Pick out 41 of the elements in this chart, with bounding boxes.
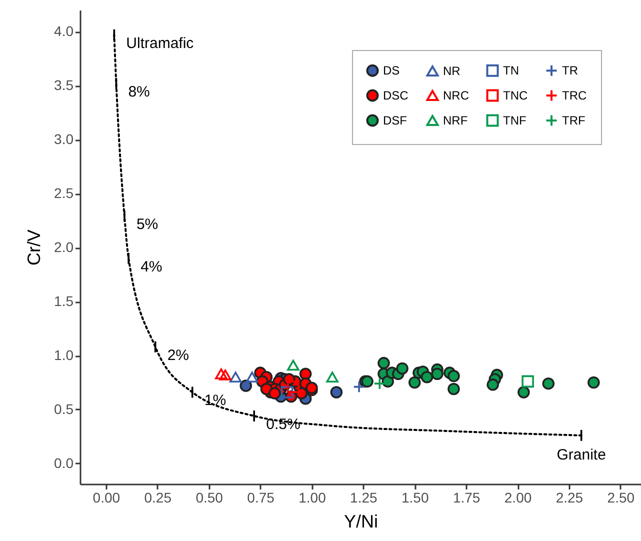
x-tick-label: 2.25 <box>556 490 584 506</box>
x-tick-label: 1.00 <box>298 490 326 506</box>
y-tick-label: 0.5 <box>54 401 74 417</box>
x-axis-title: Y/Ni <box>344 512 378 532</box>
x-tick-label: 0.75 <box>247 490 275 506</box>
y-tick-label: 1.5 <box>54 293 74 310</box>
annotation: Granite <box>556 446 606 464</box>
x-tick-label: 0.00 <box>92 490 120 506</box>
y-tick-label: 3.0 <box>54 131 74 148</box>
annotation: 8% <box>128 83 150 100</box>
legend-label: NRF <box>443 114 468 128</box>
legend-label: NRC <box>443 88 470 102</box>
y-tick-label: 4.0 <box>54 23 74 40</box>
annotation: 5% <box>136 216 158 234</box>
x-tick-label: 0.50 <box>196 490 224 506</box>
legend-label: TRC <box>562 88 587 102</box>
legend-label: DS <box>383 64 400 78</box>
legend-label: DSC <box>383 88 409 102</box>
annotation: 4% <box>140 258 162 276</box>
x-tick-label: 2.50 <box>607 490 635 506</box>
y-tick-label: 2.5 <box>54 185 74 202</box>
y-tick-label: 1.0 <box>54 347 74 364</box>
legend-label: TNC <box>503 88 528 102</box>
legend-label: NR <box>443 64 461 78</box>
annotation: Ultramafic <box>126 34 194 52</box>
annotation: 2% <box>167 346 190 364</box>
x-tick-label: 2.00 <box>504 490 532 506</box>
legend-label: TN <box>503 64 519 78</box>
y-tick-label: 0.0 <box>54 454 74 471</box>
legend-label: DSF <box>383 114 407 128</box>
y-tick-label: 2.0 <box>54 239 74 256</box>
y-axis-title: Cr/V <box>24 230 44 266</box>
x-tick-label: 0.25 <box>144 490 172 506</box>
x-tick-label: 1.25 <box>350 490 378 506</box>
y-tick-label: 3.5 <box>54 77 74 94</box>
annotation: 1% <box>204 392 226 410</box>
x-tick-label: 1.50 <box>402 490 429 506</box>
legend-label: TNF <box>503 114 526 128</box>
x-tick-label: 1.75 <box>452 490 480 506</box>
legend-label: TRF <box>562 114 586 128</box>
legend-label: TR <box>562 64 578 78</box>
